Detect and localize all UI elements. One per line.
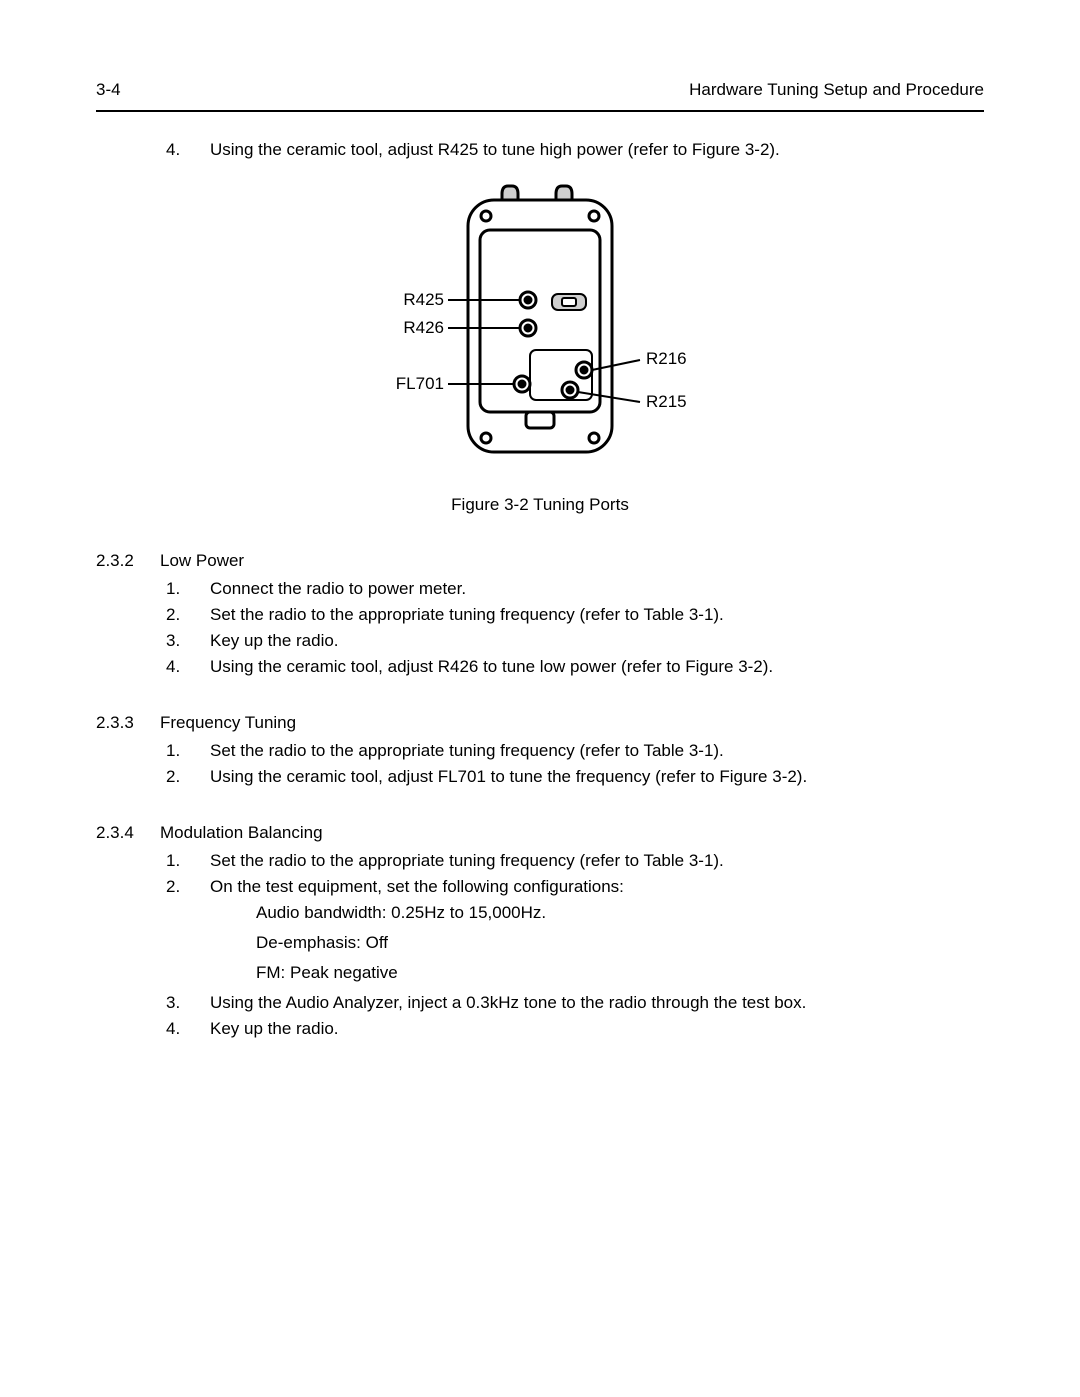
step-text: Set the radio to the appropriate tuning … bbox=[210, 741, 724, 761]
step-num: 2. bbox=[166, 877, 210, 897]
list-item: 1.Set the radio to the appropriate tunin… bbox=[166, 851, 984, 871]
section-2-3-4-steps: 1.Set the radio to the appropriate tunin… bbox=[166, 851, 984, 897]
section-2-3-4: 2.3.4 Modulation Balancing bbox=[96, 823, 984, 843]
step-num: 2. bbox=[166, 605, 210, 625]
step-text: Set the radio to the appropriate tuning … bbox=[210, 851, 724, 871]
step-text: Using the Audio Analyzer, inject a 0.3kH… bbox=[210, 993, 806, 1013]
list-item: 4.Key up the radio. bbox=[166, 1019, 984, 1039]
page: 3-4 Hardware Tuning Setup and Procedure … bbox=[0, 0, 1080, 1397]
step-text: Using the ceramic tool, adjust FL701 to … bbox=[210, 767, 807, 787]
figure-caption: Figure 3-2 Tuning Ports bbox=[96, 495, 984, 515]
label-fl701: FL701 bbox=[396, 374, 444, 393]
section-num: 2.3.3 bbox=[96, 713, 160, 733]
page-header: 3-4 Hardware Tuning Setup and Procedure bbox=[96, 80, 984, 100]
section-title: Frequency Tuning bbox=[160, 713, 296, 733]
step-text: Using the ceramic tool, adjust R426 to t… bbox=[210, 657, 773, 677]
label-r425: R425 bbox=[403, 290, 444, 309]
page-number: 3-4 bbox=[96, 80, 121, 100]
config-block: Audio bandwidth: 0.25Hz to 15,000Hz. De-… bbox=[256, 903, 984, 983]
list-item: 1.Set the radio to the appropriate tunin… bbox=[166, 741, 984, 761]
config-line: De-emphasis: Off bbox=[256, 933, 984, 953]
step-num: 1. bbox=[166, 579, 210, 599]
label-r215: R215 bbox=[646, 392, 687, 411]
section-2-3-2: 2.3.2 Low Power bbox=[96, 551, 984, 571]
figure-3-2: R425 R426 FL701 R216 R215 Figure 3-2 Tun… bbox=[96, 180, 984, 515]
step-text: Key up the radio. bbox=[210, 631, 339, 651]
list-item: 2.Using the ceramic tool, adjust FL701 t… bbox=[166, 767, 984, 787]
step-num: 3. bbox=[166, 993, 210, 1013]
top-step-num: 4. bbox=[166, 140, 210, 160]
top-step: 4. Using the ceramic tool, adjust R425 t… bbox=[166, 140, 984, 160]
tuning-ports-diagram: R425 R426 FL701 R216 R215 bbox=[330, 180, 750, 480]
label-r426: R426 bbox=[403, 318, 444, 337]
section-title: Low Power bbox=[160, 551, 244, 571]
section-2-3-3: 2.3.3 Frequency Tuning bbox=[96, 713, 984, 733]
step-num: 3. bbox=[166, 631, 210, 651]
section-num: 2.3.4 bbox=[96, 823, 160, 843]
header-title: Hardware Tuning Setup and Procedure bbox=[689, 80, 984, 100]
list-item: 2.On the test equipment, set the followi… bbox=[166, 877, 984, 897]
step-text: On the test equipment, set the following… bbox=[210, 877, 624, 897]
label-r216: R216 bbox=[646, 349, 687, 368]
section-2-3-2-steps: 1.Connect the radio to power meter. 2.Se… bbox=[166, 579, 984, 677]
top-step-text: Using the ceramic tool, adjust R425 to t… bbox=[210, 140, 780, 160]
step-text: Key up the radio. bbox=[210, 1019, 339, 1039]
list-item: 3.Using the Audio Analyzer, inject a 0.3… bbox=[166, 993, 984, 1013]
config-line: FM: Peak negative bbox=[256, 963, 984, 983]
step-num: 4. bbox=[166, 657, 210, 677]
config-line: Audio bandwidth: 0.25Hz to 15,000Hz. bbox=[256, 903, 984, 923]
step-num: 4. bbox=[166, 1019, 210, 1039]
step-text: Set the radio to the appropriate tuning … bbox=[210, 605, 724, 625]
section-2-3-3-steps: 1.Set the radio to the appropriate tunin… bbox=[166, 741, 984, 787]
list-item: 4.Using the ceramic tool, adjust R426 to… bbox=[166, 657, 984, 677]
step-num: 1. bbox=[166, 741, 210, 761]
step-text: Connect the radio to power meter. bbox=[210, 579, 466, 599]
list-item: 3.Key up the radio. bbox=[166, 631, 984, 651]
step-num: 2. bbox=[166, 767, 210, 787]
list-item: 2.Set the radio to the appropriate tunin… bbox=[166, 605, 984, 625]
section-num: 2.3.2 bbox=[96, 551, 160, 571]
header-rule bbox=[96, 110, 984, 112]
list-item: 1.Connect the radio to power meter. bbox=[166, 579, 984, 599]
section-title: Modulation Balancing bbox=[160, 823, 323, 843]
section-2-3-4-steps-after: 3.Using the Audio Analyzer, inject a 0.3… bbox=[166, 993, 984, 1039]
step-num: 1. bbox=[166, 851, 210, 871]
